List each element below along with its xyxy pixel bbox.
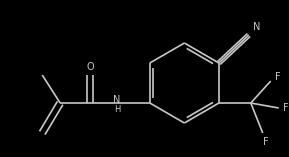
Text: N: N [113,95,121,105]
Text: H: H [114,105,120,114]
Text: O: O [86,62,94,72]
Text: F: F [263,137,268,147]
Text: F: F [275,72,281,82]
Text: F: F [283,103,288,113]
Text: N: N [253,22,260,32]
